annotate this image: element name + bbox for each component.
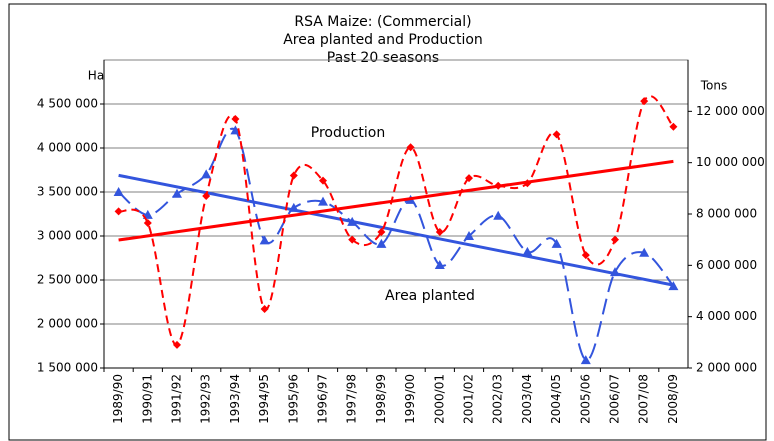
marker	[201, 169, 212, 179]
marker	[172, 188, 182, 198]
marker	[231, 115, 240, 124]
marker	[610, 267, 620, 277]
x-tick-label: 1991/92	[170, 374, 184, 424]
marker	[581, 251, 590, 260]
y-tick-label: 4 500 000	[37, 97, 98, 111]
marker	[318, 196, 328, 206]
annotation: Production	[311, 125, 385, 141]
x-tick-label: 1996/97	[316, 374, 330, 424]
x-tick-label: 2006/07	[608, 374, 622, 424]
marker	[551, 238, 562, 248]
marker	[259, 235, 270, 245]
marker	[522, 246, 533, 256]
x-tick-label: 1993/94	[228, 374, 242, 424]
x-tick-label: 1990/91	[140, 374, 154, 424]
marker	[173, 340, 181, 349]
marker	[434, 260, 445, 270]
y2-tick-label: 10 000 000	[696, 155, 765, 169]
x-tick-label: 1994/95	[257, 374, 271, 424]
trend-line	[118, 159, 674, 242]
y-tick-label: 2 000 000	[37, 317, 98, 331]
marker	[435, 227, 444, 236]
marker	[669, 122, 678, 131]
x-tick-label: 1989/90	[111, 374, 125, 424]
x-tick-label: 2002/03	[491, 374, 505, 424]
marker	[202, 192, 211, 201]
marker	[348, 235, 357, 244]
marker	[319, 176, 327, 185]
marker	[406, 143, 415, 152]
y2-tick-label: 4 000 000	[696, 309, 757, 323]
chart-border	[8, 3, 767, 441]
marker	[143, 218, 152, 227]
x-tick-label: 1995/96	[286, 374, 300, 424]
x-tick-label: 2008/09	[666, 374, 680, 424]
y-tick-label: 3 000 000	[37, 229, 98, 243]
x-tick-label: 2007/08	[637, 374, 651, 424]
chart-title: Area planted and Production	[283, 32, 483, 48]
x-tick-label: 2003/04	[520, 374, 534, 424]
x-tick-label: 2001/02	[462, 374, 476, 424]
y-axis-label: Ha	[88, 69, 104, 83]
annotation: Area planted	[385, 288, 475, 304]
y-tick-label: 2 500 000	[37, 273, 98, 287]
marker	[347, 216, 358, 226]
x-tick-label: 1998/99	[374, 374, 388, 424]
x-tick-label: 1992/93	[199, 374, 213, 424]
marker	[493, 210, 504, 220]
marker	[523, 179, 532, 188]
x-tick-label: 1997/98	[345, 374, 359, 424]
y-tick-label: 4 000 000	[37, 141, 98, 155]
chart-title: RSA Maize: (Commercial)	[294, 14, 471, 30]
y2-tick-label: 8 000 000	[696, 207, 757, 221]
y-tick-label: 1 500 000	[37, 361, 98, 375]
marker	[114, 207, 123, 216]
marker	[552, 130, 561, 139]
x-tick-label: 2000/01	[432, 374, 446, 424]
marker	[289, 171, 298, 180]
marker	[668, 281, 679, 291]
y2-tick-label: 2 000 000	[696, 361, 757, 375]
marker	[260, 304, 269, 313]
marker	[113, 187, 124, 196]
trend-line	[118, 173, 674, 287]
marker	[611, 235, 619, 244]
x-tick-label: 2005/06	[578, 374, 592, 424]
y2-axis-label: Tons	[700, 79, 728, 93]
marker	[580, 355, 591, 365]
y2-tick-label: 12 000 000	[696, 104, 765, 118]
y-tick-label: 3 500 000	[37, 185, 98, 199]
marker	[640, 97, 649, 106]
x-tick-label: 2004/05	[549, 374, 563, 424]
marker	[465, 174, 473, 183]
chart-title: Past 20 seasons	[327, 50, 439, 66]
x-tick-label: 1999/00	[403, 374, 417, 424]
marker	[230, 125, 241, 135]
marker	[639, 247, 650, 257]
y2-tick-label: 6 000 000	[696, 258, 757, 272]
marker	[376, 238, 387, 248]
marker	[288, 202, 299, 212]
marker	[494, 181, 503, 190]
marker	[464, 231, 474, 240]
marker	[377, 227, 386, 236]
